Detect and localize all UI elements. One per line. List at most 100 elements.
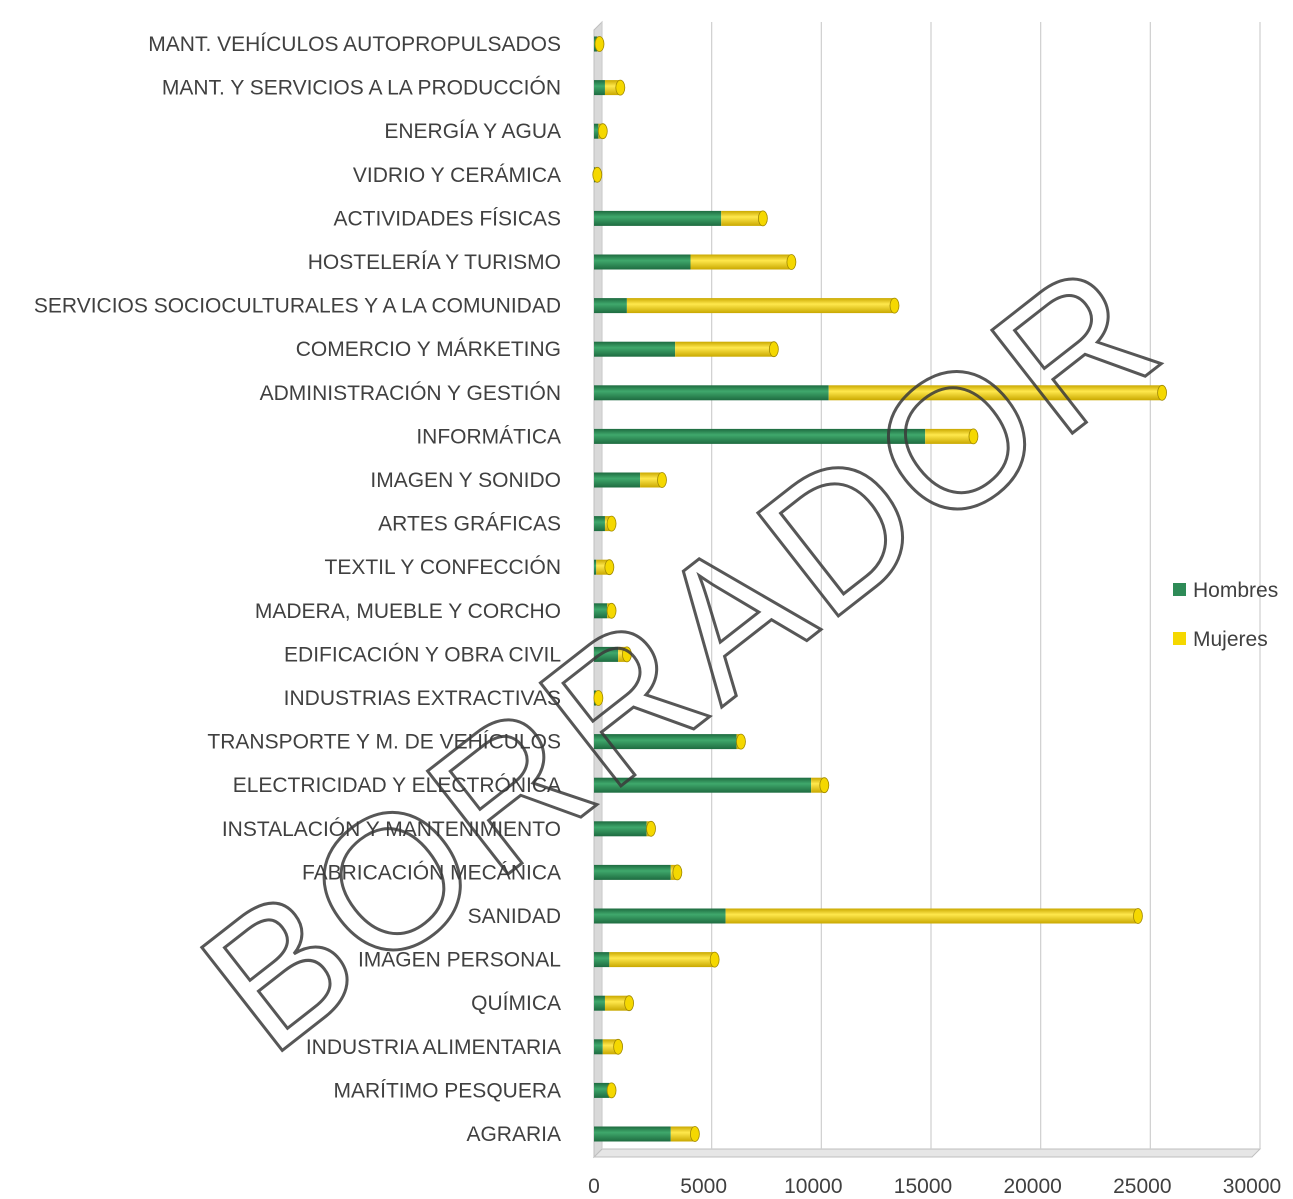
- category-label: SERVICIOS SOCIOCULTURALES Y A LA COMUNID…: [34, 295, 561, 318]
- bar-end-cap: [709, 951, 720, 968]
- bar-end-cap: [1133, 908, 1143, 924]
- tick-label: 20000: [1003, 1175, 1061, 1198]
- bar-end-cap: [786, 254, 797, 270]
- category-label: FABRICACIÓN MECÁNICA: [302, 861, 561, 884]
- bar-end-cap: [592, 166, 603, 183]
- bar-end-cap: [819, 777, 830, 794]
- tick-label: 25000: [1113, 1175, 1171, 1198]
- bar-segment-hombres: [594, 559, 597, 575]
- bar-end-cap: [606, 515, 617, 532]
- bar-segment-mujeres: [604, 995, 630, 1011]
- tick-label: 5000: [680, 1175, 727, 1198]
- bar-segment-hombres: [594, 254, 691, 270]
- category-label: INDUSTRIAS EXTRACTIVAS: [284, 687, 561, 710]
- category-label: MARÍTIMO PESQUERA: [333, 1079, 561, 1102]
- bar-segment-hombres: [594, 603, 608, 619]
- bar-segment-hombres: [594, 908, 726, 924]
- legend-label: Mujeres: [1193, 628, 1268, 651]
- category-label: ARTES GRÁFICAS: [378, 513, 561, 536]
- category-label: AGRARIA: [466, 1123, 561, 1146]
- bar-segment-hombres: [594, 995, 605, 1011]
- value-axis: 0 5000 10000 15000 20000 25000 30000: [588, 1175, 1281, 1198]
- category-label: IMAGEN Y SONIDO: [370, 469, 561, 492]
- category-label: SANIDAD: [468, 905, 561, 928]
- bar-segment-hombres: [594, 123, 599, 139]
- bar-end-cap: [672, 864, 683, 881]
- category-label: INDUSTRIA ALIMENTARIA: [306, 1036, 561, 1059]
- category-label: ENERGÍA Y AGUA: [384, 120, 561, 143]
- bar-end-cap: [597, 123, 608, 140]
- category-label: MADERA, MUEBLE Y CORCHO: [255, 600, 561, 623]
- bar-segment-mujeres: [640, 472, 662, 488]
- bar-segment-hombres: [594, 210, 722, 226]
- bar-segment-hombres: [594, 1082, 610, 1098]
- bar-segment-hombres: [594, 472, 641, 488]
- bar-segment-mujeres: [609, 952, 715, 968]
- bar-segment-hombres: [594, 298, 627, 314]
- bar-segment-hombres: [594, 385, 829, 401]
- category-label: ELECTRICIDAD Y ELECTRÓNICA: [233, 774, 561, 797]
- bar-segment-hombres: [594, 1126, 671, 1142]
- bar-segment-hombres: [594, 1039, 603, 1055]
- bar-segment-mujeres: [828, 385, 1163, 401]
- category-label: MANT. Y SERVICIOS A LA PRODUCCIÓN: [162, 77, 561, 100]
- category-label: EDIFICACIÓN Y OBRA CIVIL: [284, 643, 561, 666]
- category-label: IMAGEN PERSONAL: [358, 949, 561, 972]
- legend-swatch: [1173, 632, 1186, 645]
- bar-segment-mujeres: [626, 298, 895, 314]
- bar-end-cap: [624, 995, 634, 1012]
- category-label: ADMINISTRACIÓN Y GESTIÓN: [260, 382, 561, 405]
- bars: [592, 36, 1167, 1142]
- bar-segment-hombres: [594, 80, 605, 96]
- bar-end-cap: [968, 428, 979, 445]
- bar-segment-hombres: [594, 428, 926, 444]
- bar-end-cap: [768, 341, 779, 358]
- category-label: COMERCIO Y MÁRKETING: [296, 338, 561, 361]
- bar-end-cap: [615, 79, 626, 96]
- legend-label: Hombres: [1193, 579, 1278, 602]
- legend-swatch: [1173, 583, 1186, 596]
- bar-end-cap: [657, 472, 667, 488]
- category-label: ACTIVIDADES FÍSICAS: [333, 207, 561, 230]
- bar-segment-mujeres: [670, 1126, 695, 1142]
- bar-end-cap: [606, 1082, 617, 1099]
- bar-segment-mujeres: [725, 908, 1138, 924]
- category-label: TRANSPORTE Y M. DE VEHÍCULOS: [207, 731, 561, 754]
- bar-segment-hombres: [594, 341, 676, 357]
- bar-segment-hombres: [594, 864, 671, 880]
- category-label: HOSTELERÍA Y TURISMO: [308, 251, 561, 274]
- category-label: QUÍMICA: [471, 992, 561, 1015]
- tick-label: 30000: [1223, 1175, 1281, 1198]
- category-label: TEXTIL Y CONFECCIÓN: [325, 556, 562, 579]
- bar-end-cap: [1157, 384, 1167, 401]
- legend: Hombres Mujeres: [1173, 579, 1278, 651]
- bar-segment-hombres: [594, 516, 605, 532]
- bar-end-cap: [646, 820, 656, 837]
- tick-label: 15000: [894, 1175, 952, 1198]
- bar-end-cap: [622, 646, 632, 663]
- bar-end-cap: [606, 602, 617, 619]
- bar-segment-hombres: [594, 734, 737, 750]
- plot-floor: [592, 1148, 1262, 1158]
- bar-segment-mujeres: [690, 254, 792, 270]
- bar-end-cap: [757, 210, 768, 227]
- bar-end-cap: [593, 690, 604, 706]
- category-label: INSTALACIÓN Y MANTENIMIENTO: [222, 818, 561, 841]
- bar-end-cap: [594, 36, 605, 52]
- tick-label: 10000: [784, 1175, 842, 1198]
- bar-segment-hombres: [594, 952, 610, 968]
- bar-end-cap: [689, 1126, 700, 1142]
- bar-segment-mujeres: [721, 210, 763, 226]
- category-axis: MANT. VEHÍCULOS AUTOPROPULSADOS MANT. Y S…: [34, 33, 561, 1146]
- category-label: VIDRIO Y CERÁMICA: [353, 164, 561, 187]
- tick-label: 0: [588, 1175, 600, 1198]
- bar-end-cap: [613, 1038, 624, 1055]
- bar-segment-mujeres: [925, 428, 974, 444]
- bar-end-cap: [604, 559, 615, 576]
- bar-end-cap: [736, 733, 746, 750]
- bar-segment-hombres: [594, 777, 812, 793]
- bar-end-cap: [889, 297, 900, 314]
- bar-segment-mujeres: [675, 341, 774, 357]
- category-label: INFORMÁTICA: [416, 425, 561, 448]
